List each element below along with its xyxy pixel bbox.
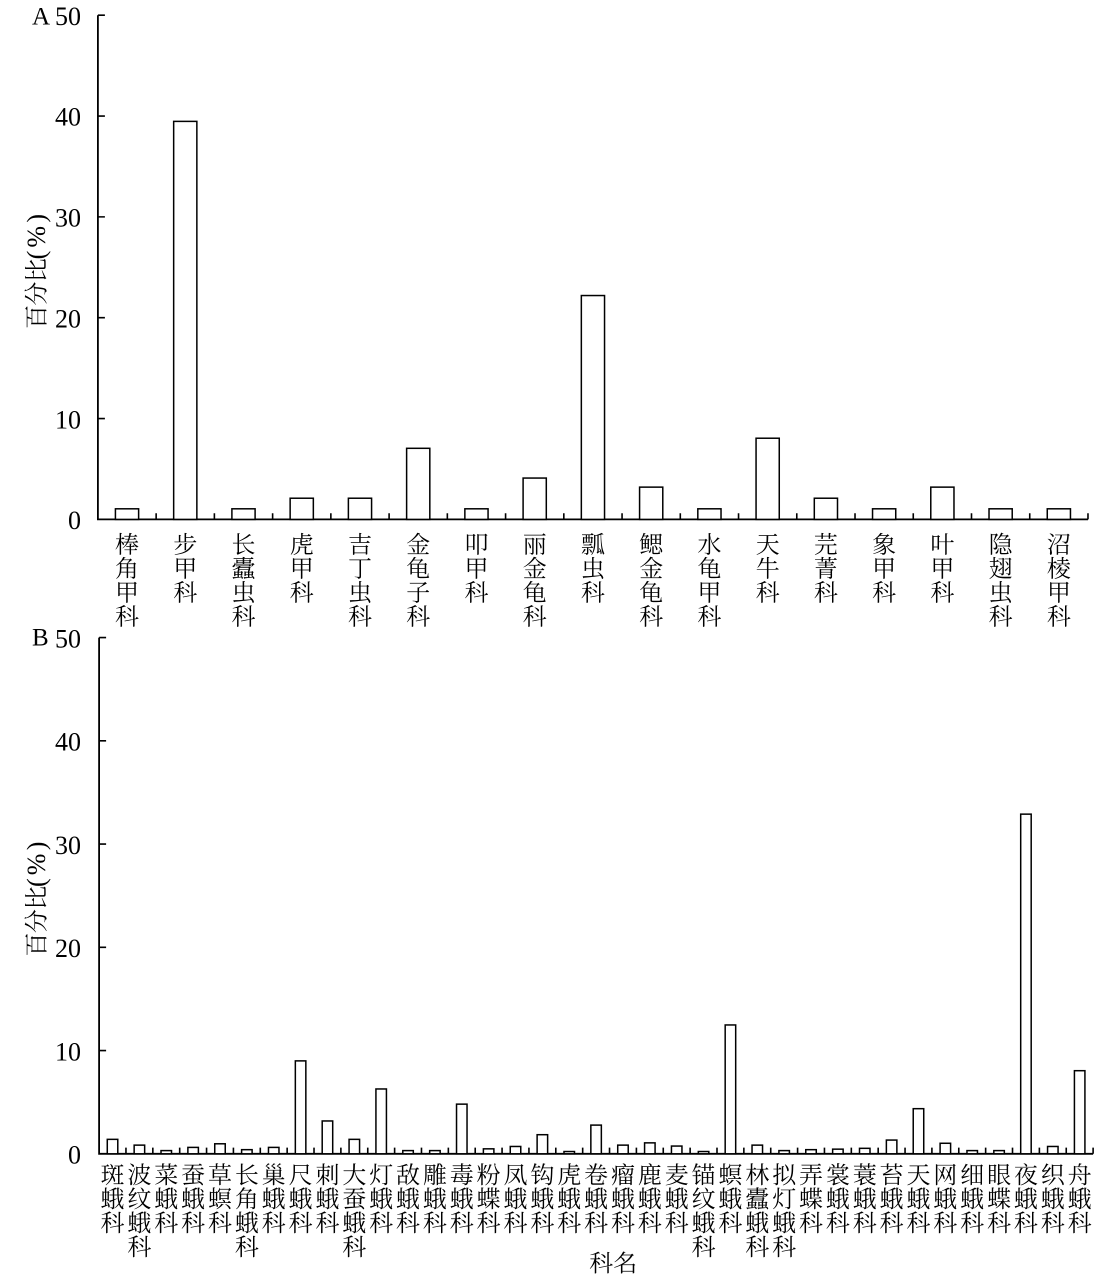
svg-text:30: 30: [55, 204, 81, 233]
svg-text:20: 20: [55, 304, 81, 333]
svg-text:10: 10: [55, 1037, 81, 1066]
svg-text:0: 0: [68, 1141, 81, 1170]
svg-text:B: B: [32, 625, 49, 652]
svg-text:(: (: [22, 878, 51, 887]
svg-text:%: %: [22, 854, 51, 876]
svg-text:40: 40: [55, 728, 81, 757]
svg-text:): ): [22, 214, 51, 223]
svg-text:A: A: [32, 4, 50, 31]
svg-text:0: 0: [68, 506, 81, 535]
svg-text:%: %: [22, 226, 51, 248]
svg-text:50: 50: [55, 2, 81, 31]
svg-text:20: 20: [55, 934, 81, 963]
svg-text:): ): [22, 842, 51, 851]
svg-text:40: 40: [55, 103, 81, 132]
svg-text:10: 10: [55, 405, 81, 434]
svg-text:(: (: [22, 251, 51, 260]
svg-text:30: 30: [55, 831, 81, 860]
svg-text:50: 50: [55, 624, 81, 653]
